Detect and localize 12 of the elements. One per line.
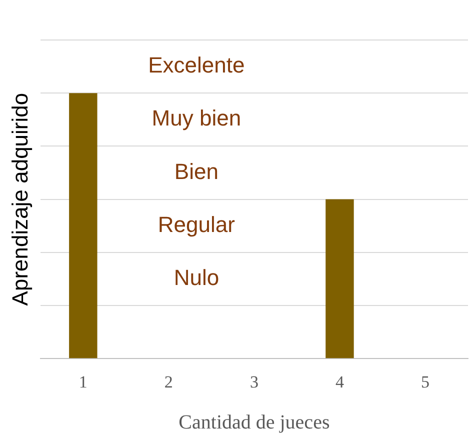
x-tick-label: 2 (164, 372, 173, 392)
x-tick-label: 1 (78, 372, 88, 392)
x-tick-label: 5 (420, 372, 430, 392)
annotation: Muy bien (152, 106, 242, 131)
x-axis-title: Cantidad de jueces (178, 411, 330, 434)
annotation: Regular (158, 212, 235, 237)
text: Excelente (148, 52, 245, 78)
annotation: Bien (174, 158, 218, 184)
y-axis-title: Aprendizaje adquirido (7, 92, 32, 306)
x-tick-label: 3 (250, 372, 258, 392)
annotation: Nulo (174, 265, 220, 290)
x-tick-label: 4 (335, 372, 344, 392)
